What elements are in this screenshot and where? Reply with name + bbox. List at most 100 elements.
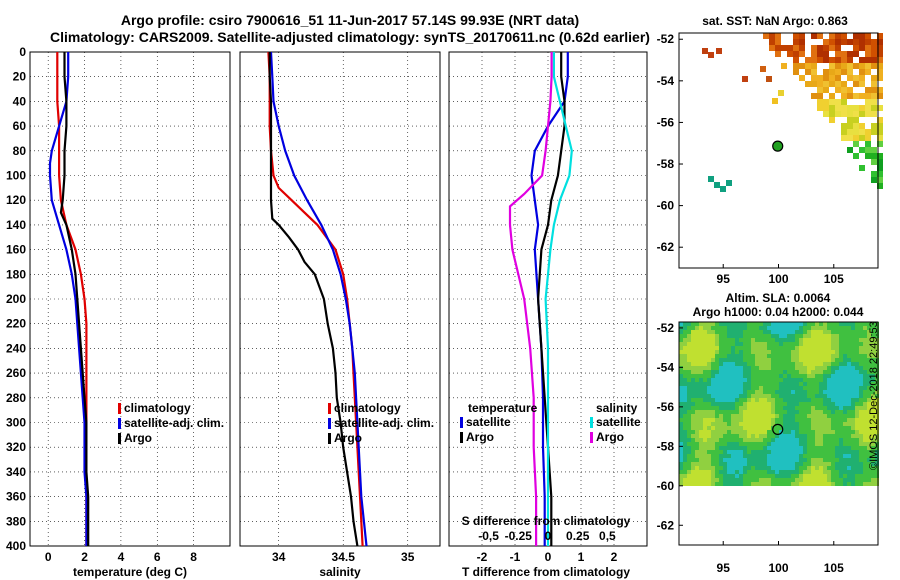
sla-cell [695, 458, 699, 462]
sla-cell [775, 478, 779, 482]
sla-cell [775, 474, 779, 478]
sst-cell [877, 75, 883, 81]
sla-cell [735, 434, 739, 438]
sst-cell [799, 63, 805, 69]
sla-cell [775, 482, 779, 486]
sla-cell [755, 466, 759, 470]
sla-cell [867, 358, 871, 362]
sla-cell [855, 406, 859, 410]
sla-cell [723, 438, 727, 442]
y-tick-label: 240 [6, 341, 26, 355]
sla-cell [859, 390, 863, 394]
sla-cell [731, 354, 735, 358]
sla-cell [775, 418, 779, 422]
sla-cell [751, 406, 755, 410]
sla-cell [727, 350, 731, 354]
sla-cell [699, 418, 703, 422]
sla-cell [779, 434, 783, 438]
sla-cell [711, 330, 715, 334]
sla-cell [863, 338, 867, 342]
sla-cell [803, 334, 807, 338]
sla-cell [803, 338, 807, 342]
sla-cell [847, 330, 851, 334]
sla-cell [743, 322, 747, 326]
sst-cell [841, 39, 847, 45]
sla-cell [763, 430, 767, 434]
sla-cell [775, 338, 779, 342]
sla-cell [823, 402, 827, 406]
sla-cell [703, 458, 707, 462]
sla-cell [807, 370, 811, 374]
sla-cell [723, 478, 727, 482]
sla-cell [855, 330, 859, 334]
sla-cell [863, 386, 867, 390]
sla-cell [819, 382, 823, 386]
sla-cell [683, 338, 687, 342]
sla-cell [695, 482, 699, 486]
sla-cell [695, 354, 699, 358]
sla-cell [843, 470, 847, 474]
sla-cell [851, 426, 855, 430]
sla-cell [687, 414, 691, 418]
sla-cell [815, 478, 819, 482]
sla-cell [815, 462, 819, 466]
sla-cell [823, 382, 827, 386]
sla-cell [859, 346, 863, 350]
sla-cell [855, 482, 859, 486]
sla-cell [811, 470, 815, 474]
y-tick-label: -62 [657, 240, 675, 254]
sla-cell [747, 458, 751, 462]
sst-cell [823, 39, 829, 45]
sla-cell [815, 350, 819, 354]
sla-cell [747, 462, 751, 466]
sla-cell [755, 366, 759, 370]
sla-cell [747, 442, 751, 446]
sla-cell [755, 454, 759, 458]
sla-cell [775, 374, 779, 378]
sla-cell [719, 322, 723, 326]
sla-cell [751, 354, 755, 358]
sla-cell [787, 386, 791, 390]
sla-cell [755, 418, 759, 422]
sst-map-title: sat. SST: NaN Argo: 0.863 [702, 14, 848, 28]
sla-cell [679, 330, 683, 334]
sla-cell [739, 458, 743, 462]
sla-cell [855, 382, 859, 386]
sla-cell [823, 322, 827, 326]
sst-cell [859, 129, 865, 135]
sla-cell [691, 342, 695, 346]
sst-cell [823, 69, 829, 75]
y-tick-label: 220 [6, 317, 26, 331]
sla-cell [743, 374, 747, 378]
sla-cell [819, 362, 823, 366]
sla-cell [827, 386, 831, 390]
sst-cell [871, 81, 877, 87]
sla-cell [739, 398, 743, 402]
sla-cell [827, 350, 831, 354]
sla-cell [739, 462, 743, 466]
sla-cell [723, 414, 727, 418]
sla-cell [871, 326, 875, 330]
sla-cell [731, 442, 735, 446]
sla-cell [847, 362, 851, 366]
sla-cell [731, 418, 735, 422]
sla-cell [831, 434, 835, 438]
x-tick-label: 0 [45, 550, 52, 564]
sla-cell [823, 470, 827, 474]
sla-cell [839, 462, 843, 466]
sla-cell [863, 446, 867, 450]
sla-cell [743, 406, 747, 410]
sla-cell [723, 422, 727, 426]
sla-cell [863, 326, 867, 330]
sla-cell [819, 414, 823, 418]
sla-cell [799, 338, 803, 342]
sla-cell [787, 346, 791, 350]
sla-cell [703, 478, 707, 482]
sla-cell [847, 426, 851, 430]
sst-cell [817, 51, 823, 57]
sla-cell [711, 442, 715, 446]
sla-cell [779, 370, 783, 374]
sla-cell [723, 482, 727, 486]
sla-cell [815, 334, 819, 338]
sla-cell [823, 386, 827, 390]
